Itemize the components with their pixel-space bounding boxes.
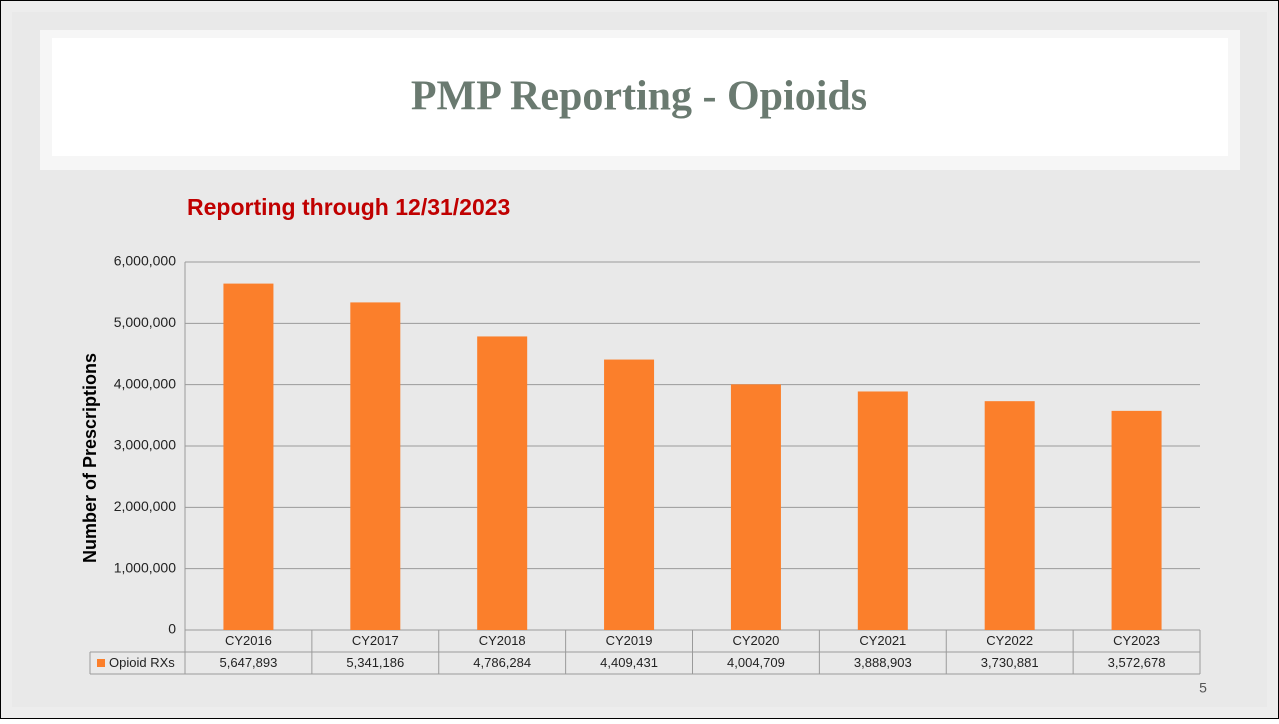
chart-title: PMP Reporting - Opioids <box>411 74 867 120</box>
table-value: 3,888,903 <box>854 655 912 670</box>
table-value: 4,004,709 <box>727 655 785 670</box>
y-axis-title: Number of Prescriptions <box>80 353 100 563</box>
bar <box>604 359 655 630</box>
x-tick-label: CY2021 <box>859 633 906 648</box>
y-tick-label: 4,000,000 <box>114 375 176 391</box>
x-tick-label: CY2017 <box>352 633 399 648</box>
x-tick-label: CY2016 <box>225 633 272 648</box>
x-tick-label: CY2022 <box>986 633 1033 648</box>
chart-subtitle: Reporting through 12/31/2023 <box>187 194 510 220</box>
y-tick-label: 0 <box>168 621 176 637</box>
x-tick-label: CY2019 <box>606 633 653 648</box>
x-tick-label: CY2023 <box>1113 633 1160 648</box>
y-tick-label: 6,000,000 <box>114 253 176 269</box>
y-tick-label: 3,000,000 <box>114 437 176 453</box>
bar <box>477 336 528 630</box>
table-value: 5,647,893 <box>220 655 278 670</box>
bar <box>1111 410 1162 630</box>
bar <box>350 302 401 630</box>
legend-swatch <box>97 659 105 667</box>
bar <box>223 283 274 630</box>
bar <box>984 401 1035 630</box>
bar <box>730 384 781 630</box>
table-value: 4,409,431 <box>600 655 658 670</box>
table-value: 4,786,284 <box>473 655 531 670</box>
x-tick-label: CY2018 <box>479 633 526 648</box>
title-box <box>52 38 1228 156</box>
y-tick-label: 5,000,000 <box>114 314 176 330</box>
bar <box>857 391 908 630</box>
table-value: 3,572,678 <box>1108 655 1166 670</box>
table-value: 3,730,881 <box>981 655 1039 670</box>
page-number: 5 <box>1199 680 1207 696</box>
table-value: 5,341,186 <box>346 655 404 670</box>
y-tick-label: 1,000,000 <box>114 559 176 575</box>
legend-label: Opioid RXs <box>109 655 175 670</box>
x-tick-label: CY2020 <box>732 633 779 648</box>
y-tick-label: 2,000,000 <box>114 498 176 514</box>
